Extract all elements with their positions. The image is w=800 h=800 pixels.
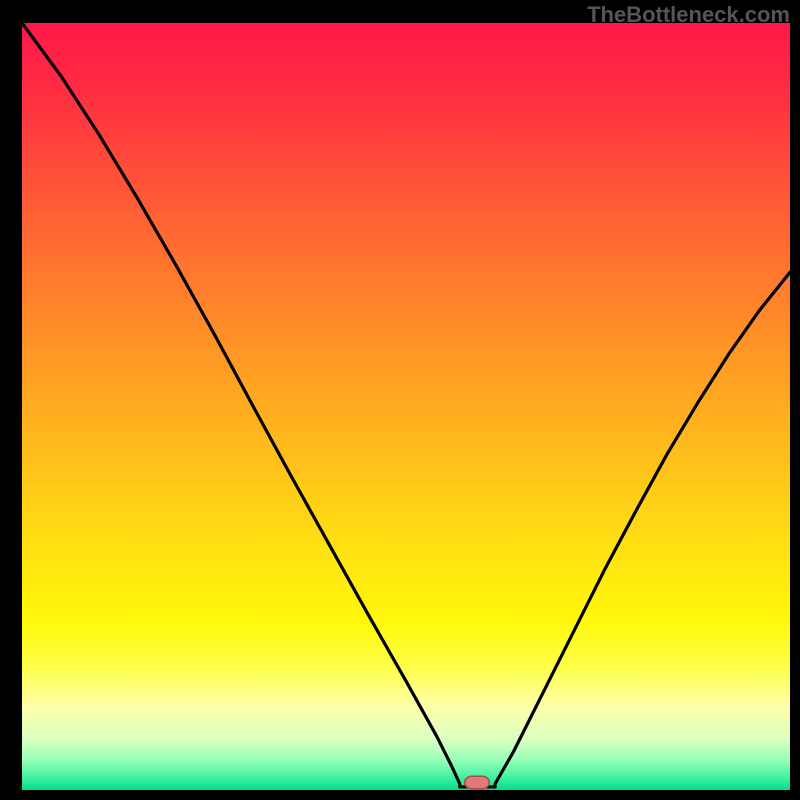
watermark-text: TheBottleneck.com [587,2,790,28]
plot-area [22,23,790,790]
optimal-point-marker [464,776,490,795]
marker-pill-icon [464,776,490,790]
bottleneck-curve [22,23,790,790]
